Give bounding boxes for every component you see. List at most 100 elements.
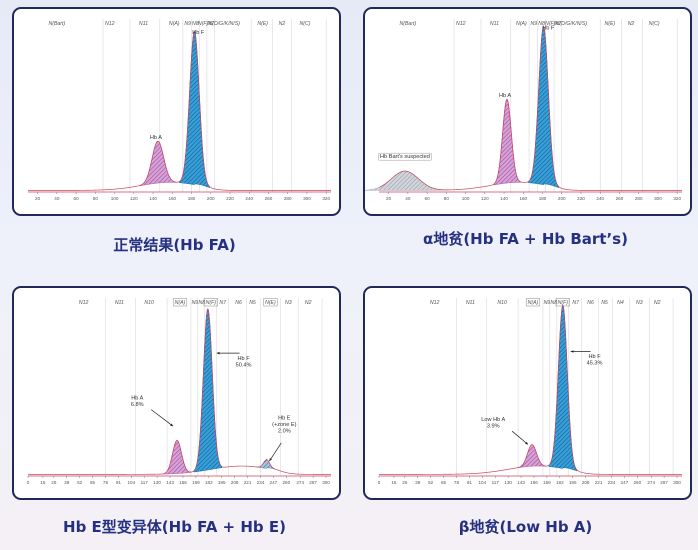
peak-value: 3.9% (487, 424, 500, 430)
x-tick-label: 0 (27, 480, 30, 485)
zone-label: N(D/G/K/N/S) (556, 21, 588, 27)
x-tick-label: 20 (35, 196, 41, 201)
zone-label: N6 (235, 300, 242, 306)
x-tick-label: 130 (504, 480, 512, 485)
annotation-arrowhead (269, 458, 272, 462)
zone-label: N2 (305, 300, 312, 306)
chromatogram-trace (28, 308, 331, 475)
zone-label: N3 (636, 300, 643, 306)
zone-label: N7 (207, 21, 215, 27)
zone-label-box (525, 298, 541, 307)
zone-label: N(E) (265, 300, 276, 306)
x-tick-label: 39 (415, 480, 421, 485)
x-tick-label: 100 (462, 196, 470, 201)
zone-label: N(F) (558, 300, 569, 306)
x-tick-label: 180 (188, 196, 196, 201)
x-tick-label: 80 (444, 196, 450, 201)
annotation-arrowhead (170, 423, 174, 427)
zone-label: N6 (587, 300, 594, 306)
zone-label: N9 (531, 21, 538, 27)
x-tick-label: 52 (428, 480, 434, 485)
x-tick-label: 39 (64, 480, 70, 485)
zone-label: N(Bart) (48, 21, 65, 27)
zone-label: N4 (617, 300, 624, 306)
zone-label-box (172, 298, 188, 307)
x-tick-label: 208 (231, 480, 239, 485)
peak-label: Hb F (542, 25, 555, 31)
x-tick-label: 182 (205, 480, 213, 485)
zone-label: N(A) (516, 21, 527, 27)
x-tick-label: 221 (244, 480, 252, 485)
peak-area (365, 170, 449, 191)
zone-label: N7 (572, 300, 580, 306)
x-tick-label: 200 (558, 196, 566, 201)
zone-label: N3 (285, 300, 292, 306)
zone-label: N10 (497, 300, 507, 306)
zone-label: N(F) (545, 21, 556, 27)
peak-label: Hb Bart's suspected (380, 154, 430, 160)
x-tick-label: 169 (192, 480, 200, 485)
x-tick-label: 15 (391, 480, 397, 485)
chromatogram-trace (28, 30, 331, 191)
zone-label: N8 (551, 300, 558, 306)
x-tick-label: 100 (111, 196, 119, 201)
x-tick-label: 60 (74, 196, 80, 201)
zone-label: N12 (456, 21, 466, 27)
x-tick-label: 40 (54, 196, 60, 201)
zone-label: N12 (79, 300, 89, 306)
x-tick-label: 208 (582, 480, 590, 485)
x-tick-label: 240 (245, 196, 253, 201)
annotation-arrowhead (525, 441, 529, 445)
x-tick-label: 15 (40, 480, 46, 485)
zone-label: N(C) (300, 21, 311, 27)
annotation-arrow (511, 430, 529, 445)
x-tick-label: 65 (441, 480, 447, 485)
annotation-arrowhead (570, 350, 574, 353)
x-tick-label: 182 (556, 480, 564, 485)
peak-value: 50.4% (236, 362, 252, 368)
caption-alpha-thal: α地贫(Hb FA + Hb Bart’s) (423, 230, 628, 248)
x-tick-label: 169 (543, 480, 551, 485)
zone-label: N7 (555, 21, 563, 27)
zone-label: N(D/G/K/N/S) (209, 21, 241, 27)
x-tick-label: 287 (309, 480, 317, 485)
x-tick-label: 26 (402, 480, 408, 485)
chromatogram-normal: N(Bart) N12 N11 N(A) N9 N8 N(F) N7N(D/G/K/N/S) N… (28, 19, 331, 201)
x-tick-label: 195 (218, 480, 226, 485)
x-tick-label: 300 (322, 480, 330, 485)
chromatogram-hbe: N12 N11 N10 N(A) N9 N8 N(F) N7 N6 N5 N(E) N3 N2 0 15 26… (27, 298, 331, 485)
x-tick-label: 300 (303, 196, 311, 201)
chromatogram-panel-alpha-thal: N(Bart) N12 N11 N(A) N9 N8 N(F) N7 N(D/G/K/N/S) N… (363, 7, 692, 216)
zone-label: N11 (115, 300, 124, 306)
x-tick-label: 52 (77, 480, 83, 485)
x-tick-label: 91 (467, 480, 473, 485)
x-tick-label: 0 (378, 480, 381, 485)
zone-label: N(E) (257, 21, 268, 27)
caption-beta-thal: β地贫(Low Hb A) (458, 518, 593, 536)
x-tick-label: 280 (635, 196, 643, 201)
x-tick-label: 274 (647, 480, 655, 485)
annotation-arrow (269, 442, 282, 462)
x-tick-label: 130 (153, 480, 161, 485)
zone-label: N8 (538, 21, 545, 27)
x-tick-label: 20 (386, 196, 392, 201)
x-tick-label: 40 (405, 196, 411, 201)
x-tick-label: 140 (500, 196, 508, 201)
x-tick-label: 156 (179, 480, 187, 485)
x-tick-label: 220 (577, 196, 585, 201)
zone-label: N10 (144, 300, 154, 306)
x-tick-label: 78 (454, 480, 460, 485)
peak-value: 6.8% (131, 402, 144, 408)
zone-label: N(A) (528, 300, 539, 306)
zone-label-box (203, 298, 218, 307)
zone-label: N8 (199, 300, 206, 306)
x-tick-label: 320 (322, 196, 330, 201)
x-tick-label: 240 (596, 196, 604, 201)
zone-label: N11 (466, 300, 475, 306)
zone-label: N12 (105, 21, 115, 27)
x-tick-label: 156 (530, 480, 538, 485)
zone-label: N5 (601, 300, 608, 306)
zone-label: N9 (544, 300, 551, 306)
zone-label-box (263, 298, 278, 307)
x-tick-label: 160 (519, 196, 527, 201)
